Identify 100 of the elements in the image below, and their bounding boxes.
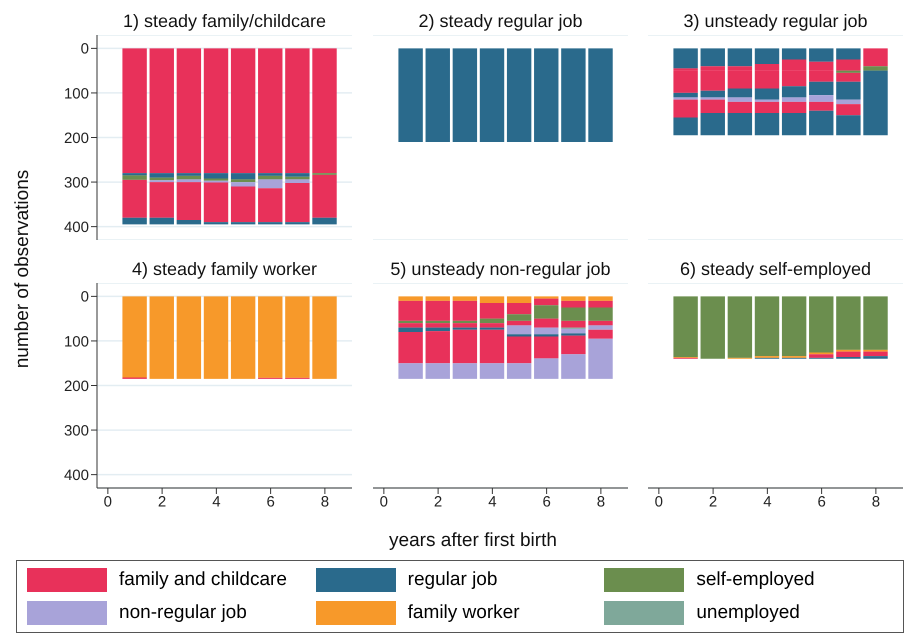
x-tick-label: 0 [380, 494, 388, 511]
bar [398, 320, 423, 324]
bar [534, 336, 558, 358]
legend-label: family and childcare [119, 568, 287, 591]
bar [258, 48, 282, 174]
bar [782, 112, 806, 136]
bar [398, 300, 423, 321]
bar [588, 325, 613, 330]
y-axis-title: number of observations [12, 168, 34, 370]
x-tick-label: 6 [542, 494, 551, 511]
bar [588, 296, 613, 301]
bar [700, 100, 725, 113]
chart-title: 4) steady family worker [130, 259, 318, 281]
bar [836, 60, 861, 71]
bar [230, 179, 256, 182]
bar [176, 220, 202, 224]
bar [122, 180, 147, 218]
bar [782, 48, 806, 60]
bar [534, 305, 558, 319]
bar [230, 173, 256, 180]
bar [588, 330, 613, 339]
bar [863, 296, 888, 350]
x-tick-label: 6 [817, 494, 826, 511]
bar [258, 179, 282, 188]
bar [230, 48, 256, 174]
bar [836, 72, 861, 82]
bar [863, 70, 888, 136]
bar [312, 174, 337, 218]
x-tick-label: 4 [212, 494, 221, 511]
bar [258, 173, 282, 176]
legend-label: unemployed [696, 602, 800, 624]
bar [285, 179, 310, 183]
y-tick-label: 100 [64, 333, 89, 350]
x-tick-label: 2 [708, 494, 718, 511]
y-tick-label: 100 [64, 85, 89, 102]
bar [754, 102, 780, 113]
y-tick-label: 0 [80, 40, 89, 58]
chart-title: 3) unsteady regular job [682, 11, 869, 33]
bar [700, 90, 725, 98]
bar [534, 298, 558, 306]
x-tick-label: 0 [654, 494, 664, 511]
bar [452, 330, 478, 364]
bar [398, 363, 423, 379]
bar [728, 102, 752, 113]
bar [426, 363, 450, 379]
bar [426, 331, 450, 364]
bar [728, 97, 752, 102]
bar [809, 110, 834, 136]
bar [561, 336, 586, 354]
bar [312, 48, 337, 174]
bar [561, 320, 586, 328]
bar [426, 320, 450, 324]
bar [480, 296, 504, 304]
bar [863, 356, 888, 359]
bar [836, 48, 861, 60]
y-tick-label: 200 [64, 130, 89, 147]
bar [673, 92, 698, 98]
bar [122, 218, 147, 224]
bar [480, 303, 504, 319]
bar [452, 363, 478, 379]
x-tick-label: 6 [266, 494, 275, 511]
bar [673, 296, 698, 357]
bar [258, 176, 282, 180]
bar [452, 323, 478, 328]
bar [204, 182, 228, 222]
bar [150, 182, 174, 218]
bar [480, 318, 504, 324]
legend-label: self-employed [696, 568, 815, 591]
bar [673, 97, 698, 100]
bar [836, 296, 861, 350]
bar [204, 173, 228, 178]
bar [561, 296, 586, 301]
bar [150, 178, 174, 180]
bar [588, 320, 613, 326]
bar [176, 179, 202, 182]
bar [452, 296, 478, 301]
bar [506, 336, 532, 364]
bar [588, 308, 613, 321]
bar [673, 70, 698, 93]
bar [312, 218, 337, 224]
bar [809, 354, 834, 358]
x-tick-label: 2 [434, 494, 442, 511]
chart-title: 6) steady self-employed [678, 259, 872, 281]
bar [809, 102, 834, 111]
bar [122, 175, 147, 180]
bar [782, 296, 806, 356]
bar [673, 48, 698, 68]
bar [673, 117, 698, 136]
bar [782, 86, 806, 98]
bar [728, 296, 752, 358]
bar [534, 318, 558, 328]
bar [398, 323, 423, 328]
y-tick-label: 400 [64, 218, 89, 236]
x-tick-label: 8 [596, 494, 606, 511]
bar [285, 176, 310, 180]
bar [506, 320, 532, 326]
y-tick-label: 200 [64, 378, 89, 395]
legend-label: family worker [408, 602, 520, 624]
bar [700, 48, 725, 66]
bar [426, 300, 450, 321]
